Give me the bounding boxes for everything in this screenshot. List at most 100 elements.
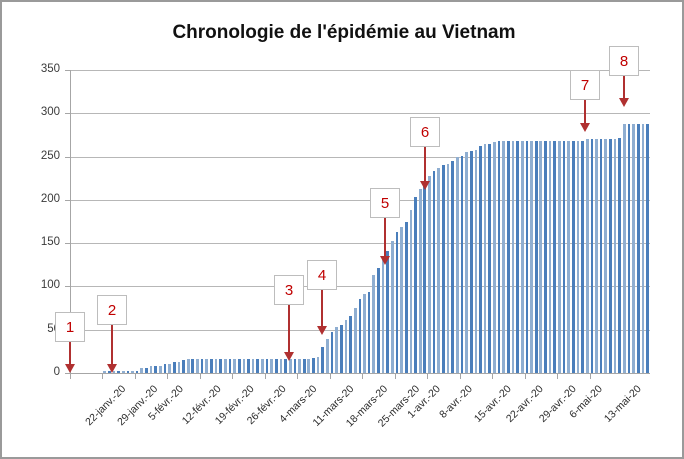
bar bbox=[604, 139, 608, 373]
bar bbox=[632, 123, 635, 373]
bar bbox=[103, 371, 106, 373]
bar bbox=[265, 359, 269, 373]
annotation-callout-7[interactable]: 7 bbox=[570, 70, 600, 100]
grid-line-350 bbox=[70, 70, 650, 71]
bar bbox=[595, 139, 598, 373]
bar bbox=[131, 371, 134, 373]
bar bbox=[465, 152, 468, 373]
bar bbox=[511, 141, 515, 373]
x-tick-14 bbox=[524, 373, 526, 379]
y-tick-0 bbox=[65, 373, 70, 374]
bar bbox=[326, 339, 329, 373]
x-axis-label-11: 8-avr.-20 bbox=[437, 383, 476, 421]
bar bbox=[353, 308, 357, 373]
bar bbox=[261, 359, 264, 373]
annotation-callout-6[interactable]: 6 bbox=[410, 117, 440, 147]
bar bbox=[493, 141, 496, 373]
grid-line-150 bbox=[70, 243, 650, 245]
bar bbox=[525, 141, 529, 373]
annotation-callout-3[interactable]: 3 bbox=[274, 275, 304, 305]
y-axis-label-300: 300 bbox=[40, 106, 60, 119]
bar bbox=[210, 359, 213, 373]
bar bbox=[126, 371, 130, 373]
bar bbox=[488, 143, 492, 373]
bar bbox=[516, 141, 519, 373]
bar bbox=[562, 141, 566, 373]
x-tick-2 bbox=[134, 373, 136, 379]
bar bbox=[145, 367, 148, 373]
bar bbox=[214, 359, 218, 373]
annotation-callout-4[interactable]: 4 bbox=[307, 260, 337, 290]
x-tick-12 bbox=[459, 373, 461, 379]
bar bbox=[237, 359, 241, 373]
bar bbox=[474, 149, 478, 373]
bar bbox=[121, 371, 125, 373]
bar bbox=[576, 141, 580, 373]
annotation-callout-5[interactable]: 5 bbox=[370, 188, 400, 218]
x-tick-3 bbox=[167, 373, 169, 379]
bar bbox=[117, 371, 120, 373]
bar bbox=[641, 123, 645, 373]
y-axis-line bbox=[70, 70, 71, 374]
bar bbox=[223, 359, 227, 373]
bar bbox=[530, 141, 533, 373]
x-tick-16 bbox=[589, 373, 591, 379]
bar bbox=[497, 141, 501, 373]
bar bbox=[432, 171, 436, 373]
bar bbox=[288, 359, 292, 373]
annotation-arrow-line-1 bbox=[69, 342, 71, 364]
bar bbox=[200, 359, 204, 373]
bar bbox=[158, 366, 162, 373]
bar bbox=[242, 359, 246, 373]
bar bbox=[534, 141, 538, 373]
bar bbox=[247, 359, 250, 373]
bar bbox=[186, 359, 190, 373]
bar bbox=[335, 327, 338, 373]
annotation-arrow-head-5 bbox=[380, 256, 390, 265]
bar bbox=[460, 155, 464, 373]
bar bbox=[506, 141, 510, 373]
x-tick-6 bbox=[264, 373, 266, 379]
annotation-arrow-line-4 bbox=[321, 290, 323, 326]
bar-series bbox=[70, 70, 650, 373]
x-tick-1 bbox=[102, 373, 104, 379]
chart-title: Chronologie de l'épidémie au Vietnam bbox=[172, 22, 516, 43]
x-tick-13 bbox=[492, 373, 494, 379]
y-axis-label-150: 150 bbox=[40, 236, 60, 249]
bar bbox=[553, 141, 557, 373]
bar bbox=[177, 361, 181, 373]
bar bbox=[270, 359, 274, 373]
y-tick-300 bbox=[65, 113, 70, 115]
bar bbox=[284, 359, 287, 373]
annotation-arrow-head-3 bbox=[284, 352, 294, 361]
bar bbox=[414, 197, 417, 373]
annotation-callout-2[interactable]: 2 bbox=[97, 295, 127, 325]
bar bbox=[279, 359, 283, 373]
bar bbox=[349, 315, 352, 373]
bar bbox=[599, 139, 603, 373]
bar bbox=[196, 359, 199, 373]
y-axis-label-250: 250 bbox=[40, 149, 60, 162]
bar bbox=[395, 231, 399, 373]
y-axis-label-100: 100 bbox=[40, 279, 60, 292]
bar bbox=[455, 157, 459, 373]
bar bbox=[520, 141, 524, 373]
bar bbox=[168, 364, 171, 373]
annotation-arrow-head-8 bbox=[619, 98, 629, 107]
y-axis-label-50: 50 bbox=[47, 322, 60, 335]
annotation-callout-8[interactable]: 8 bbox=[609, 46, 639, 76]
bar bbox=[418, 189, 422, 373]
x-tick-9 bbox=[362, 373, 364, 379]
bar bbox=[163, 364, 167, 373]
annotation-arrow-line-2 bbox=[111, 325, 113, 364]
bar bbox=[442, 165, 445, 373]
y-tick-100 bbox=[65, 286, 70, 288]
bar bbox=[613, 139, 617, 373]
bar bbox=[400, 226, 403, 373]
annotation-arrow-head-7 bbox=[580, 123, 590, 132]
annotation-arrow-head-2 bbox=[107, 364, 117, 373]
bar bbox=[548, 141, 552, 373]
annotation-callout-1[interactable]: 1 bbox=[55, 312, 85, 342]
annotation-arrow-head-6 bbox=[420, 181, 430, 190]
bar bbox=[622, 123, 626, 373]
